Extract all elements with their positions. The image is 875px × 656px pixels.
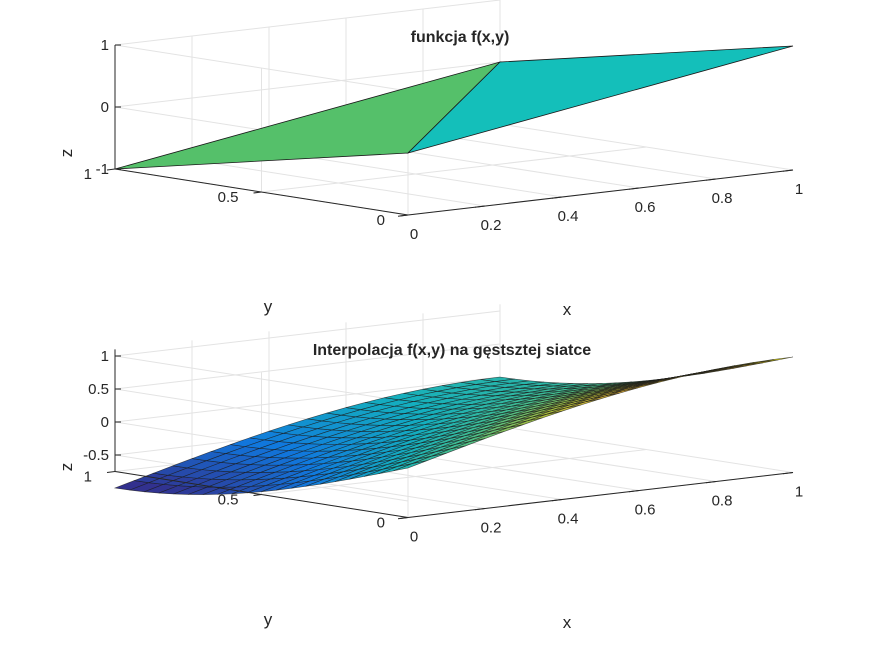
x-tick-label: 0.8 (712, 493, 733, 510)
x-tick-mark (551, 196, 563, 199)
z-tick-label: -1 (96, 161, 109, 178)
x-axis-line (407, 169, 794, 216)
x-axis-line (407, 472, 794, 518)
back-wall-grid-line (114, 376, 501, 423)
surface-face (114, 61, 502, 170)
x-tick-label: 0.6 (635, 502, 656, 519)
x-tick-label: 0.8 (712, 190, 733, 207)
x-tick-mark (628, 490, 640, 493)
back-wall-grid-line (114, 0, 501, 46)
x-tick-label: 1 (795, 181, 803, 198)
x-tick-label: 0 (410, 226, 418, 243)
z-tick-label: -0.5 (83, 447, 109, 464)
y-tick-mark (253, 191, 262, 194)
z-axis-label: z (57, 149, 76, 158)
side-wall-grid-line (114, 44, 409, 92)
surface-cell (759, 356, 794, 363)
back-wall-grid-line (114, 61, 501, 108)
x-tick-label: 0 (410, 529, 418, 546)
z-tick-label: 1 (101, 348, 109, 365)
x-tick-mark (474, 508, 486, 511)
y-tick-label: 0.5 (218, 189, 239, 206)
y-tick-label: 1 (84, 469, 92, 486)
y-tick-label: 0.5 (218, 492, 239, 509)
z-tick-label: 0 (101, 414, 109, 431)
z-tick-label: 0.5 (88, 381, 109, 398)
z-tick-label: 0 (101, 99, 109, 116)
x-tick-mark (782, 169, 794, 172)
x-tick-label: 0.2 (481, 520, 502, 537)
chart-title: funkcja f(x,y) (411, 29, 510, 46)
y-tick-label: 0 (377, 515, 385, 532)
floor-grid-line (261, 449, 647, 495)
surface-plot-2: 0 0.2 0.4 0.6 0.8 1 0 0.5 1 -0.5 0 0.5 1 Interpolacj… (57, 304, 803, 632)
side-wall-grid-line (114, 355, 409, 403)
x-tick-mark (628, 187, 640, 190)
tick-labels: 0 0.2 0.4 0.6 0.8 1 0 0.5 1 -0.5 0 0.5 1 (83, 348, 803, 546)
x-axis-label: x (563, 613, 572, 632)
z-tick-label: 1 (101, 37, 109, 54)
chart-title: Interpolacja f(x,y) na gęstsztej siatce (313, 342, 591, 359)
y-tick-label: 0 (377, 212, 385, 229)
x-tick-label: 0.2 (481, 217, 502, 234)
axes (106, 349, 794, 520)
surface (113, 356, 794, 495)
x-tick-label: 1 (795, 484, 803, 501)
y-tick-mark (106, 168, 116, 171)
x-tick-label: 0.6 (635, 199, 656, 216)
back-wall-grid-line (114, 343, 501, 390)
surface-face (406, 45, 794, 154)
y-tick-mark (399, 214, 409, 217)
y-tick-mark (106, 471, 116, 473)
x-tick-label: 0.4 (558, 511, 579, 528)
y-axis-label: y (264, 610, 273, 629)
z-axis-label: z (57, 463, 76, 472)
x-tick-mark (551, 499, 563, 502)
floor-grid-line (261, 146, 647, 193)
surface (114, 45, 794, 170)
y-tick-mark (253, 494, 262, 496)
x-tick-mark (474, 205, 486, 208)
y-tick-mark (399, 517, 409, 519)
axes (106, 44, 794, 217)
x-axis-label: x (563, 300, 572, 319)
x-tick-label: 0.4 (558, 208, 579, 225)
x-tick-mark (782, 472, 794, 475)
x-tick-mark (705, 481, 717, 484)
back-wall-grid-line (114, 310, 501, 357)
y-axis-label: y (264, 297, 273, 316)
y-tick-label: 1 (84, 166, 92, 183)
x-tick-mark (705, 178, 717, 181)
